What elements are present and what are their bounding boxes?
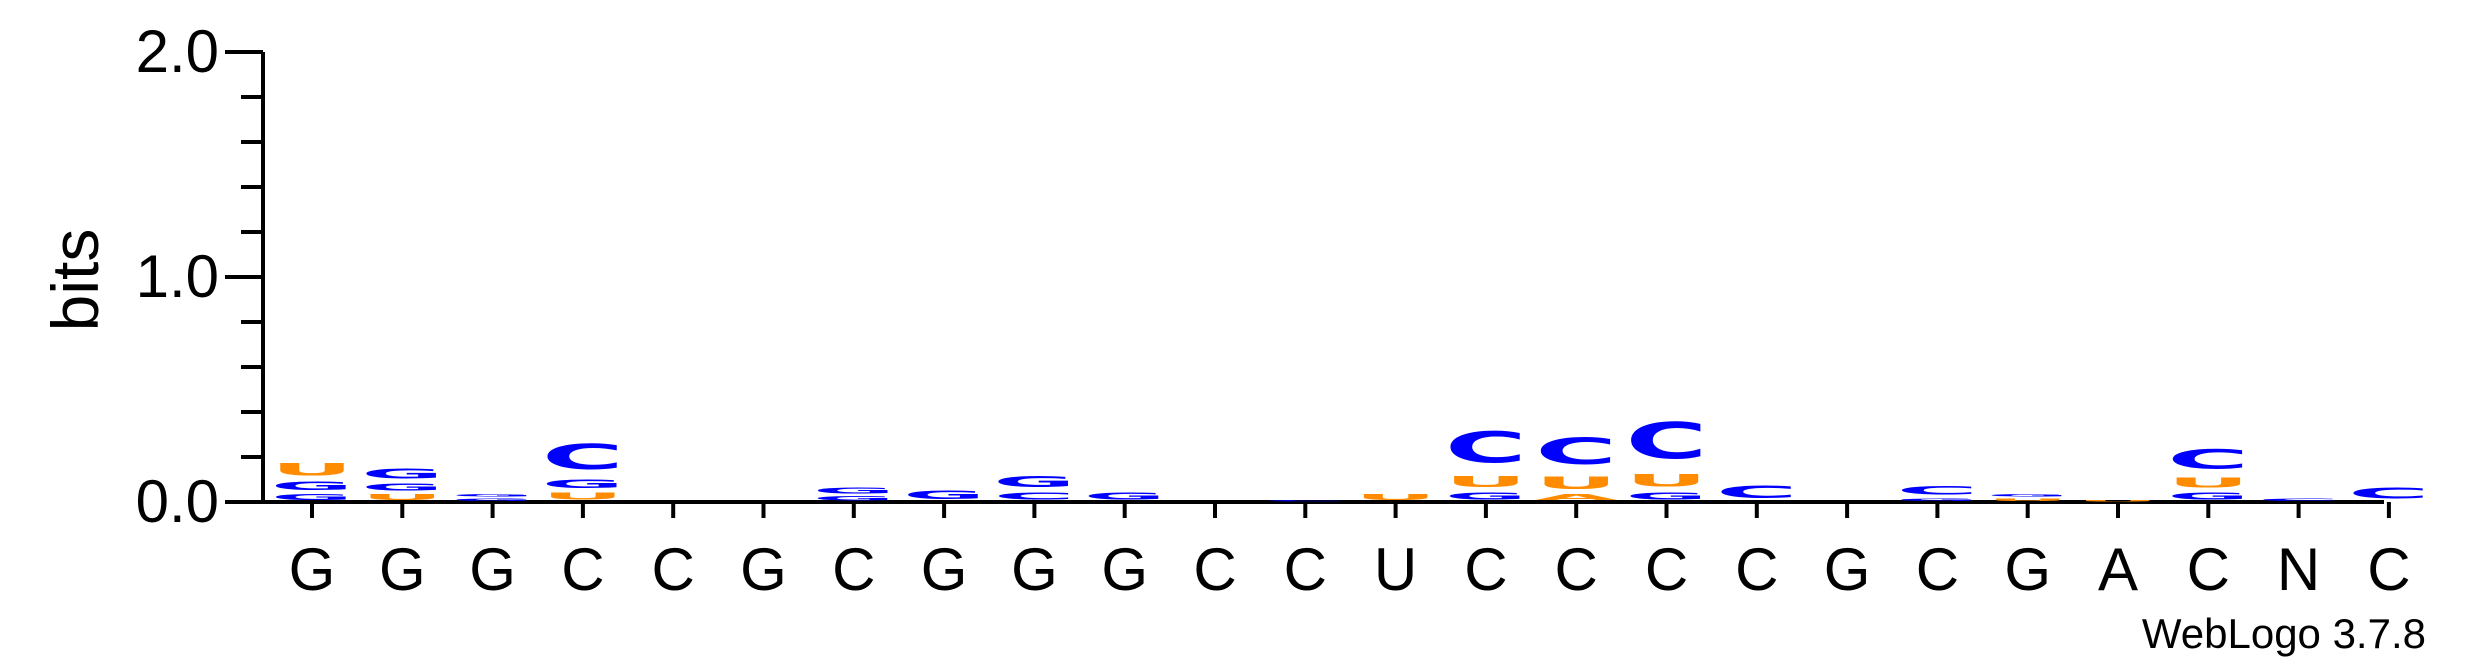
logo-letter-g: G <box>813 495 895 502</box>
x-tick-label: G <box>1824 536 1871 603</box>
logo-letter-c: C <box>1626 413 1708 471</box>
logo-letter-u: U <box>1626 471 1708 491</box>
logo-letter-u: U <box>542 491 624 502</box>
x-tick-label: C <box>1645 536 1688 603</box>
logo-letter-g: G <box>361 466 443 482</box>
x-tick-label: G <box>1011 536 1058 603</box>
x-tick-label: C <box>2367 536 2410 603</box>
logo-letter-u: U <box>1445 473 1527 491</box>
x-tick-label: C <box>652 536 695 603</box>
x-tick-label: G <box>740 536 787 603</box>
logo-letter-c: C <box>2258 498 2340 502</box>
x-tick-label: G <box>921 536 968 603</box>
logo-letter-g: G <box>993 473 1075 491</box>
logo-letter-g: G <box>903 489 985 502</box>
axis-labels: 0.01.02.0G G G C C G C G G G C C U C C C C G C G A C N C <box>136 18 2411 603</box>
logo-letter-u: U <box>1987 498 2069 502</box>
logo-letter-c: C <box>2348 484 2430 502</box>
logo-letter-c: C <box>1535 430 1617 473</box>
logo-letter-c: C <box>1716 482 1798 502</box>
logo-letter-g: G <box>271 493 353 502</box>
logo-letter-c: C <box>1264 500 1346 502</box>
logo-letter-g: G <box>452 493 534 498</box>
logo-letter-g: G <box>542 477 624 490</box>
x-tick-label: C <box>1193 536 1236 603</box>
x-tick-label: G <box>2004 536 2051 603</box>
x-tick-label: G <box>379 536 426 603</box>
logo-letter-u: U <box>1535 473 1617 493</box>
axes <box>225 50 2391 518</box>
logo-letter-g: G <box>1445 491 1527 502</box>
logo-letter-u: U <box>1355 493 1437 502</box>
logo-letter-a: A <box>1535 493 1617 502</box>
x-tick-label: U <box>1374 536 1417 603</box>
x-tick-label: C <box>561 536 604 603</box>
x-tick-label: G <box>289 536 336 603</box>
x-tick-label: G <box>469 536 516 603</box>
x-tick-label: N <box>2277 536 2320 603</box>
x-tick-label: C <box>1464 536 1507 603</box>
y-tick-label: 0.0 <box>136 468 219 535</box>
x-tick-label: C <box>1735 536 1778 603</box>
logo-letter-c: C <box>1445 424 1527 473</box>
logo-letter-c: C <box>542 437 624 478</box>
logo-letter-g: G <box>1896 497 1978 502</box>
logo-letter-c: C <box>993 491 1075 502</box>
logo-letter-g: G <box>1084 491 1166 502</box>
x-tick-label: G <box>1101 536 1148 603</box>
weblogo-credit: WebLogo 3.7.8 <box>2142 610 2426 657</box>
x-tick-label: C <box>832 536 875 603</box>
logo-letter-g: G <box>1626 491 1708 502</box>
logo-letter-g: G <box>2167 491 2249 502</box>
logo-letter-u: U <box>271 460 353 480</box>
y-tick-label: 1.0 <box>136 243 219 310</box>
logo-letter-u: U <box>361 493 443 502</box>
logo-letter-c: C <box>2167 444 2249 475</box>
logo-letter-g: G <box>813 486 895 495</box>
logo-letter-g: G <box>361 482 443 493</box>
x-tick-label: C <box>1284 536 1327 603</box>
x-tick-label: A <box>2098 536 2138 603</box>
logo-letter-g: G <box>452 497 534 502</box>
logo-letter-u: U <box>2077 500 2159 502</box>
logo-letter-c: C <box>1896 484 1978 498</box>
x-tick-label: C <box>1555 536 1598 603</box>
y-axis-label: bits <box>38 229 112 332</box>
logo-letter-g: G <box>1987 493 2069 498</box>
logo-letter-g: G <box>271 480 353 493</box>
y-tick-label: 2.0 <box>136 18 219 85</box>
x-tick-label: C <box>1916 536 1959 603</box>
x-tick-label: C <box>2187 536 2230 603</box>
logo-letter-u: U <box>2167 475 2249 491</box>
